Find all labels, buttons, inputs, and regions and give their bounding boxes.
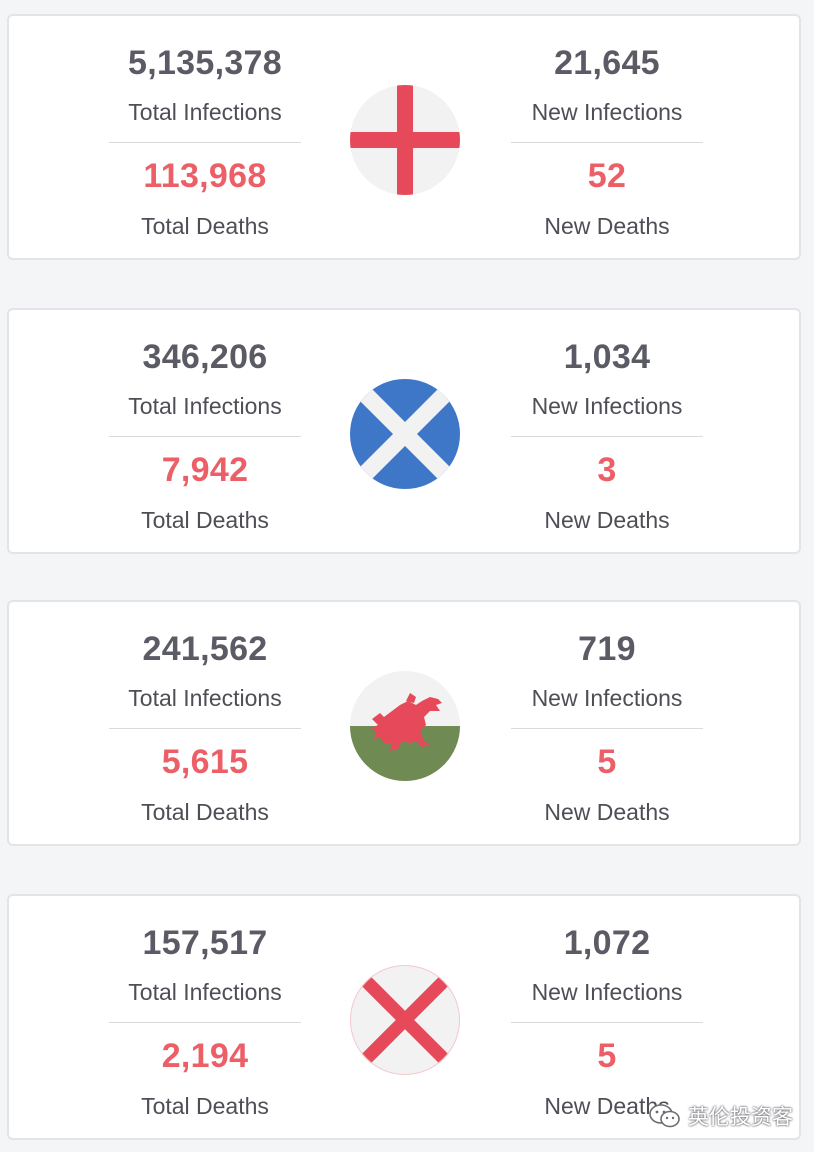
total-infections-value: 5,135,378 <box>128 44 282 82</box>
totals-column: 346,206 Total Infections 7,942 Total Dea… <box>109 310 301 552</box>
total-infections-value: 346,206 <box>142 338 268 376</box>
new-deaths-label: New Deaths <box>544 1093 670 1119</box>
total-deaths-value: 2,194 <box>161 1037 249 1075</box>
wales-flag-icon <box>350 671 460 781</box>
total-deaths-label: Total Deaths <box>141 507 269 533</box>
new-deaths-label: New Deaths <box>544 507 670 533</box>
new-deaths-value: 52 <box>587 157 627 195</box>
divider <box>109 142 301 143</box>
total-infections-label: Total Infections <box>128 979 282 1005</box>
divider <box>511 1022 703 1023</box>
new-column: 21,645 New Infections 52 New Deaths <box>511 16 703 258</box>
total-deaths-label: Total Deaths <box>141 213 269 239</box>
england-flag-icon <box>350 85 460 195</box>
totals-column: 5,135,378 Total Infections 113,968 Total… <box>109 16 301 258</box>
northern-ireland-saltire-flag-icon <box>350 965 460 1075</box>
scotland-flag-icon <box>350 379 460 489</box>
totals-column: 241,562 Total Infections 5,615 Total Dea… <box>109 602 301 844</box>
total-deaths-value: 5,615 <box>161 743 249 781</box>
new-infections-value: 719 <box>578 630 636 668</box>
divider <box>109 1022 301 1023</box>
divider <box>109 436 301 437</box>
divider <box>511 728 703 729</box>
new-infections-value: 1,034 <box>563 338 651 376</box>
watermark-text: 英伦投资客 <box>688 1106 793 1129</box>
total-deaths-label: Total Deaths <box>141 799 269 825</box>
new-infections-label: New Infections <box>531 979 683 1005</box>
divider <box>511 142 703 143</box>
divider <box>511 436 703 437</box>
region-card-scotland: 346,206 Total Infections 7,942 Total Dea… <box>7 308 801 554</box>
divider <box>109 728 301 729</box>
new-deaths-label: New Deaths <box>544 213 670 239</box>
total-infections-label: Total Infections <box>128 685 282 711</box>
region-card-wales: 241,562 Total Infections 5,615 Total Dea… <box>7 600 801 846</box>
total-deaths-label: Total Deaths <box>141 1093 269 1119</box>
wechat-icon <box>649 1104 680 1128</box>
new-infections-value: 1,072 <box>563 924 651 962</box>
totals-column: 157,517 Total Infections 2,194 Total Dea… <box>109 896 301 1138</box>
new-deaths-value: 5 <box>597 1037 617 1075</box>
new-infections-label: New Infections <box>531 99 683 125</box>
new-column: 1,072 New Infections 5 New Deaths <box>511 896 703 1138</box>
new-infections-value: 21,645 <box>554 44 660 82</box>
region-card-england: 5,135,378 Total Infections 113,968 Total… <box>7 14 801 260</box>
new-column: 1,034 New Infections 3 New Deaths <box>511 310 703 552</box>
new-deaths-label: New Deaths <box>544 799 670 825</box>
new-infections-label: New Infections <box>531 685 683 711</box>
watermark: 英伦投资客 <box>648 1098 793 1134</box>
total-deaths-value: 7,942 <box>161 451 249 489</box>
region-card-northern-ireland: 157,517 Total Infections 2,194 Total Dea… <box>7 894 801 1140</box>
new-infections-label: New Infections <box>531 393 683 419</box>
total-infections-value: 241,562 <box>142 630 268 668</box>
total-infections-label: Total Infections <box>128 393 282 419</box>
total-infections-value: 157,517 <box>142 924 268 962</box>
total-infections-label: Total Infections <box>128 99 282 125</box>
new-deaths-value: 5 <box>597 743 617 781</box>
new-column: 719 New Infections 5 New Deaths <box>511 602 703 844</box>
total-deaths-value: 113,968 <box>143 157 267 195</box>
new-deaths-value: 3 <box>597 451 617 489</box>
